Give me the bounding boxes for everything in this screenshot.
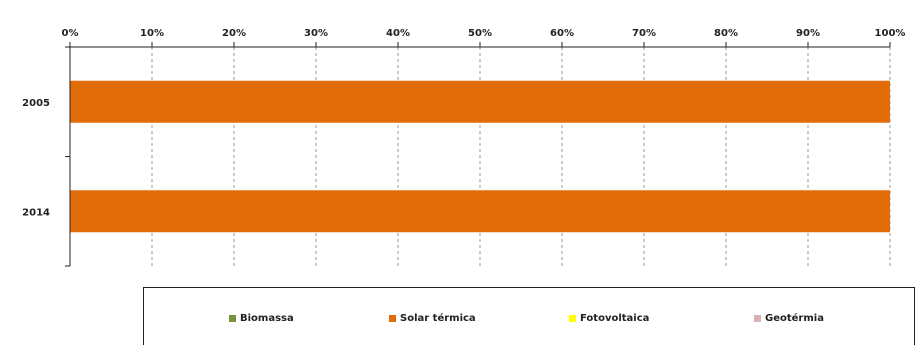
x-tick-label: 30%: [304, 28, 328, 39]
bar-2005: [70, 80, 890, 123]
bars: [70, 80, 890, 233]
x-tick-label: 50%: [468, 28, 492, 39]
gridlines: [151, 47, 891, 266]
x-tick-label: 90%: [796, 28, 820, 39]
x-tick-label: 60%: [550, 28, 574, 39]
axes: [65, 42, 891, 267]
category-label: 2005: [22, 98, 50, 109]
x-tick-label: 10%: [140, 28, 164, 39]
x-tick-label: 70%: [632, 28, 656, 39]
x-tick-label: 100%: [875, 28, 906, 39]
bar-2014: [70, 190, 890, 233]
legend-label-solar-termica: Solar térmica: [400, 313, 476, 324]
x-tick-label: 80%: [714, 28, 738, 39]
legend: Biomassa Solar térmica Fotovoltaica Geot…: [143, 287, 915, 345]
x-tick-label: 0%: [62, 28, 79, 39]
x-tick-label: 40%: [386, 28, 410, 39]
legend-swatch-solar-termica: [389, 315, 396, 322]
category-labels: 2005 2014: [22, 98, 50, 219]
legend-label-fotovoltaica: Fotovoltaica: [580, 313, 650, 324]
legend-swatch-biomassa: [229, 315, 236, 322]
x-tick-label: 20%: [222, 28, 246, 39]
legend-item-biomassa: Biomassa: [229, 313, 294, 324]
legend-label-biomassa: Biomassa: [240, 313, 294, 324]
legend-item-geotermia: Geotérmia: [754, 313, 824, 324]
legend-swatch-fotovoltaica: [569, 315, 576, 322]
category-label: 2014: [22, 207, 50, 218]
legend-label-geotermia: Geotérmia: [765, 313, 824, 324]
legend-swatch-geotermia: [754, 315, 761, 322]
legend-item-solar-termica: Solar térmica: [389, 313, 476, 324]
legend-item-fotovoltaica: Fotovoltaica: [569, 313, 649, 324]
x-tick-labels: 0% 10% 20% 30% 40% 50% 60% 70% 80% 90% 100%: [62, 28, 906, 39]
